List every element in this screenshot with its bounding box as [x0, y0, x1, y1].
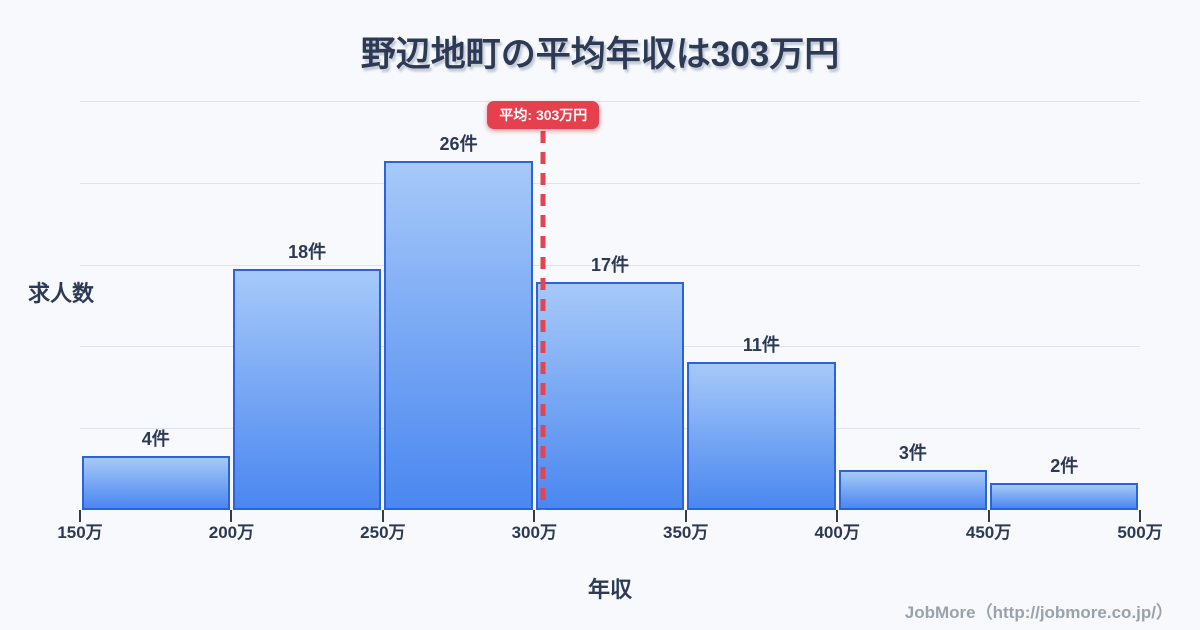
mean-dashed-line — [540, 131, 546, 510]
x-axis-title: 年収 — [587, 577, 632, 602]
x-axis-tick-label: 400万 — [814, 523, 860, 542]
x-axis-tick — [533, 510, 536, 522]
x-axis-tick-label: 350万 — [663, 523, 709, 542]
x-axis-tick — [836, 510, 839, 522]
footer-credit: JobMore（http://jobmore.co.jp/） — [904, 603, 1173, 622]
x-axis-tick-label: 200万 — [208, 523, 255, 542]
histogram-bar — [384, 161, 533, 510]
plot-area: 4件 18件 26件 17件 11件 3件 2件 150万 200万 250万 300万 350万 4… — [57, 101, 1163, 542]
x-axis-tick-label: 450万 — [965, 523, 1012, 542]
bar-value-label: 11件 — [742, 335, 780, 355]
bar-value-label: 2件 — [1050, 456, 1079, 476]
x-axis-tick-label: 300万 — [511, 523, 557, 542]
bar-value-label: 17件 — [590, 255, 630, 275]
bar-value-label: 26件 — [439, 134, 478, 154]
histogram-bar — [838, 470, 988, 510]
bar-value-label: 18件 — [288, 242, 327, 262]
bar-value-label: 3件 — [898, 443, 927, 463]
x-axis-tick — [230, 510, 233, 522]
bar-value-label: 4件 — [141, 429, 170, 449]
x-axis-tick-label: 500万 — [1117, 523, 1163, 542]
mean-badge-label: 平均: 303万円 — [499, 107, 588, 123]
histogram-bar — [990, 483, 1139, 510]
x-axis-tick — [987, 510, 990, 522]
gridline — [80, 183, 1140, 184]
gridline — [80, 265, 1140, 266]
gridline — [80, 101, 1140, 102]
histogram-bar — [687, 362, 836, 510]
histogram-bar — [81, 456, 230, 510]
x-axis-tick-label: 150万 — [57, 523, 103, 542]
x-axis-tick — [1139, 510, 1141, 522]
x-axis-tick — [381, 510, 384, 522]
x-axis-tick-label: 250万 — [360, 523, 406, 542]
mean-badge: 平均: 303万円 — [487, 101, 600, 129]
histogram-bar — [232, 269, 382, 510]
y-axis-label: 求人数 — [28, 281, 95, 306]
x-axis-tick — [79, 510, 81, 522]
x-axis-tick — [684, 510, 687, 522]
chart-title: 野辺地町の平均年収は303万円 — [360, 35, 840, 74]
histogram-bar — [535, 282, 685, 510]
